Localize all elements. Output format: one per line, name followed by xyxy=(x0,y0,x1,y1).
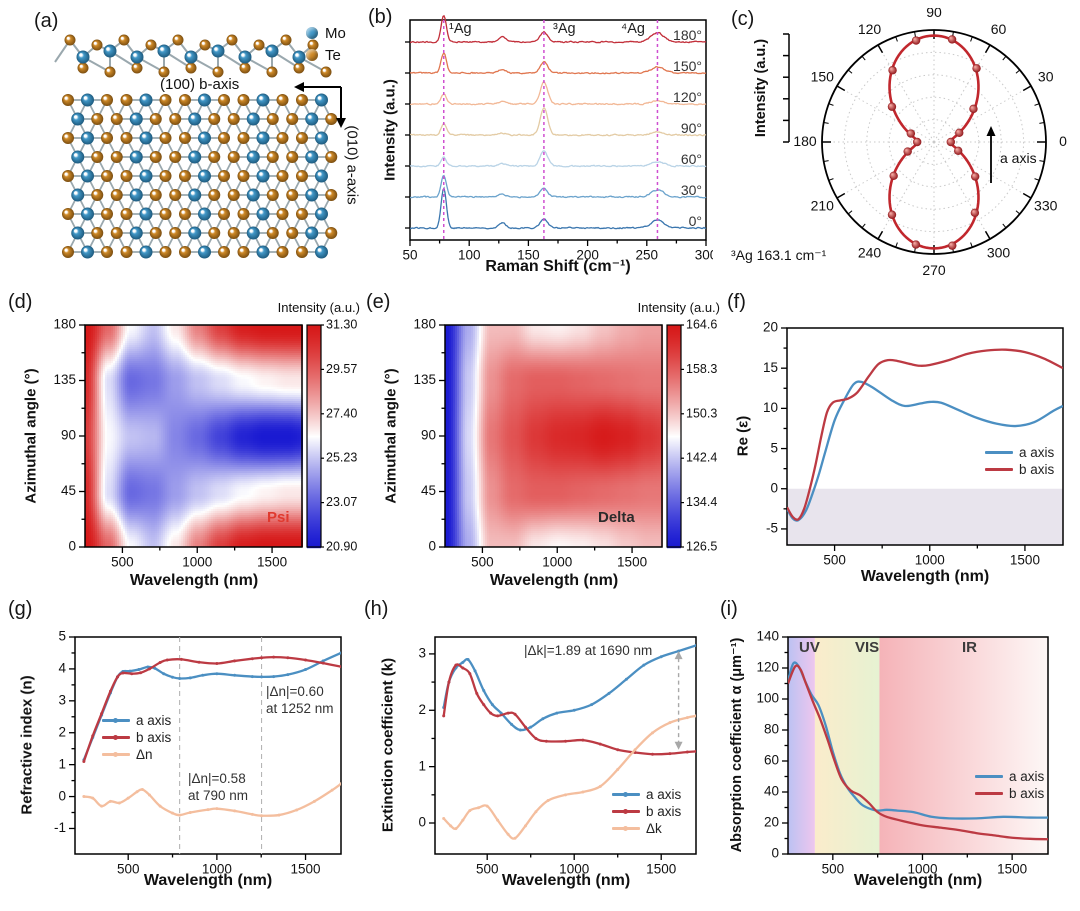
legend-item-delta-n: Δn xyxy=(102,746,171,763)
panel-e-ylabel: Azimuthal angle (°) xyxy=(382,368,400,504)
panel-f-letter: (f) xyxy=(727,291,746,313)
a-axis-line-swatch xyxy=(985,451,1013,454)
legend-item-a-axis: a axis xyxy=(102,712,171,729)
panel-i-absorption-canvas xyxy=(722,602,1078,897)
panel-d-ylabel: Azimuthal angle (°) xyxy=(22,368,40,504)
panel-i-ylabel: Absorption coefficient α (μm⁻¹) xyxy=(729,637,745,853)
region-label-uv: UV xyxy=(799,639,820,656)
legend-item-te: Te xyxy=(306,44,346,66)
a-axis-label: (010) a-axis xyxy=(343,125,361,205)
b-axis-line-swatch xyxy=(612,809,640,814)
annotation-dk-1690: |Δk|=1.89 at 1690 nm xyxy=(524,643,653,658)
trace-angle-label: 30° xyxy=(680,182,702,198)
panel-f-legend: a axis b axis xyxy=(985,444,1054,478)
a-axis-line-swatch xyxy=(975,775,1003,778)
panel-c-letter: (c) xyxy=(731,8,755,30)
te-label: Te xyxy=(325,46,341,64)
b-axis-line-swatch xyxy=(975,792,1003,795)
panel-g-letter: (g) xyxy=(8,598,33,620)
panel-b-raman-canvas xyxy=(368,10,713,285)
panel-i-xlabel: Wavelength (nm) xyxy=(853,872,983,889)
te-atom-icon xyxy=(306,49,318,61)
peak-label-4ag: ⁴Ag xyxy=(621,21,645,37)
panel-h-ylabel: Extinction coefficient (k) xyxy=(379,657,397,833)
panel-d-psi-heatmap-canvas xyxy=(8,296,368,596)
region-label-vis: VIS xyxy=(855,639,880,656)
trace-angle-label: 150° xyxy=(673,58,702,74)
trace-angle-label: 120° xyxy=(673,89,702,105)
delta-n-line-swatch xyxy=(102,752,130,757)
panel-b-letter: (b) xyxy=(368,6,393,28)
a-axis-line-swatch xyxy=(612,792,640,797)
panel-c-caption: ³Ag 163.1 cm⁻¹ xyxy=(731,247,827,263)
legend-item-a-axis: a axis xyxy=(612,786,681,803)
legend-item-b-axis: b axis xyxy=(612,803,681,820)
legend-item-b-axis: b axis xyxy=(975,785,1044,802)
panel-e-xlabel: Wavelength (nm) xyxy=(489,572,619,589)
panel-c-a-axis-label: a axis xyxy=(1000,150,1037,166)
panel-d-colorbar-title: Intensity (a.u.) xyxy=(277,300,360,315)
delta-label: Delta xyxy=(598,509,635,526)
b-axis-label: (100) b-axis xyxy=(160,76,240,93)
b-axis-line-swatch xyxy=(102,735,130,740)
delta-k-line-swatch xyxy=(612,826,640,831)
region-label-ir: IR xyxy=(962,639,977,656)
panel-h-letter: (h) xyxy=(364,598,389,620)
legend-item-a-axis: a axis xyxy=(985,444,1054,461)
legend-item-b-axis: b axis xyxy=(102,729,171,746)
panel-g-ylabel: Refractive index (n) xyxy=(18,675,36,815)
panel-h-legend: a axis b axis Δk xyxy=(612,786,681,837)
panel-h-extinction-canvas xyxy=(368,602,720,897)
a-axis-line-swatch xyxy=(102,718,130,723)
panel-e-delta-heatmap-canvas xyxy=(368,296,728,596)
panel-a-letter: (a) xyxy=(34,10,59,32)
legend-item-b-axis: b axis xyxy=(985,461,1054,478)
trace-angle-label: 180° xyxy=(673,27,702,43)
legend-item-delta-k: Δk xyxy=(612,820,681,837)
panel-i-legend: a axis b axis xyxy=(975,768,1044,802)
panel-g-legend: a axis b axis Δn xyxy=(102,712,171,763)
peak-label-1ag: ¹Ag xyxy=(449,21,472,37)
panel-e-colorbar-title: Intensity (a.u.) xyxy=(637,300,720,315)
panel-f-permittivity-canvas xyxy=(726,296,1078,596)
trace-angle-label: 60° xyxy=(680,151,702,167)
legend-item-mo: Mo xyxy=(306,22,346,44)
psi-label: Psi xyxy=(267,509,290,526)
panel-b-ylabel: Intensity (a.u.) xyxy=(381,79,399,181)
mo-atom-icon xyxy=(306,27,318,39)
panel-b-xlabel: Raman Shift (cm⁻¹) xyxy=(485,258,631,275)
annotation-dn-1252: |Δn|=0.60 at 1252 nm xyxy=(266,684,334,716)
panel-h-xlabel: Wavelength (nm) xyxy=(501,872,631,889)
annotation-dn-790: |Δn|=0.58 at 790 nm xyxy=(188,771,249,803)
panel-c-polar-canvas xyxy=(715,8,1080,276)
panel-e-letter: (e) xyxy=(366,291,391,313)
trace-angle-label: 0° xyxy=(688,213,702,229)
b-axis-line-swatch xyxy=(985,468,1013,471)
panel-i-letter: (i) xyxy=(720,598,738,620)
legend-item-a-axis: a axis xyxy=(975,768,1044,785)
panel-d-xlabel: Wavelength (nm) xyxy=(129,572,259,589)
panel-c-radial-axis-label: Intensity (a.u.) xyxy=(753,38,769,138)
panel-d-letter: (d) xyxy=(8,291,33,313)
mo-label: Mo xyxy=(325,24,346,42)
panel-f-xlabel: Wavelength (nm) xyxy=(860,568,990,585)
panel-g-xlabel: Wavelength (nm) xyxy=(143,872,273,889)
panel-g-refractive-canvas xyxy=(8,602,360,897)
trace-angle-label: 90° xyxy=(680,120,702,136)
panel-a-atom-legend: Mo Te xyxy=(306,22,346,66)
peak-label-3ag: ³Ag xyxy=(553,21,576,37)
panel-f-ylabel: Re (ε) xyxy=(734,415,752,457)
